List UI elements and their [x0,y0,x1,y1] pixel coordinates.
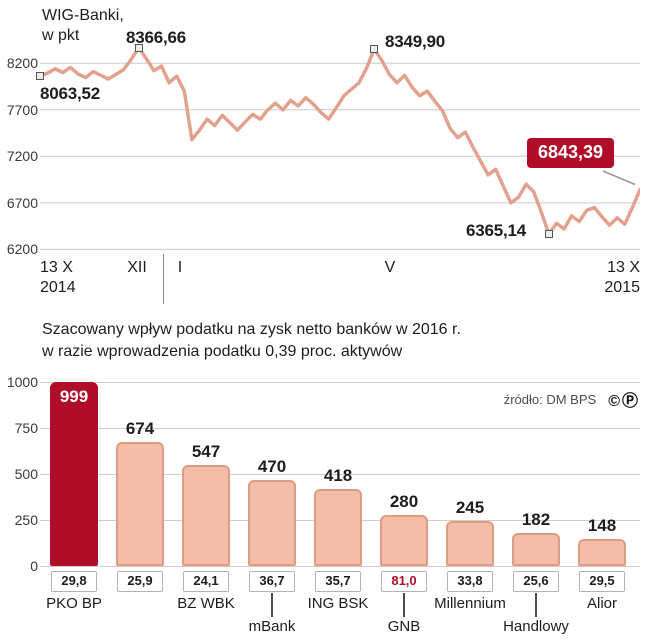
x-axis-tick-label: XII [102,258,172,278]
bar-chart-gridline [40,382,640,383]
x-axis-tick-line: 2015 [604,279,640,296]
x-axis-tick-label: 13 X 2014 [40,258,76,298]
x-axis-tick-label: I [145,258,215,278]
bank-name-label: ING BSK [307,595,369,612]
bank-label-tick [271,593,273,617]
source-row: źródło: DM BPS ©Ⓟ [504,387,640,411]
x-axis-tick-line: V [384,259,396,276]
bank-name-label: mBank [248,618,296,635]
impact-value-box: 24,1 [183,571,229,592]
line-chart-y-tick-label: 8200 [6,55,38,71]
bar-value-label: 547 [191,442,221,462]
bar-chart-y-tick-label: 1000 [6,374,38,390]
bar-chart-gridline [40,566,640,567]
bar-value-label: 470 [257,456,287,476]
bar-pko-bp [50,382,98,566]
line-chart-plot [40,39,640,255]
x-axis-tick-line: 13 X [607,259,640,276]
impact-value-box: 36,7 [249,571,295,592]
line-chart-title: WIG-Banki, w pkt [42,6,124,46]
impact-value-box: 33,8 [447,571,493,592]
x-axis-tick-line: I [177,259,183,276]
bar-value-label: 148 [587,515,617,535]
bar-chart-y-tick-label: 750 [14,420,38,436]
bank-name-label: Alior [586,595,617,612]
line-chart-y-tick-label: 7700 [6,102,38,118]
bar-mbank [248,479,296,566]
impact-value-box: 35,7 [315,571,361,592]
bar-chart-labels: 29,8 PKO BP 25,9 24,1 BZ WBK 36,7 mBank 35,7 ING… [0,566,647,640]
bank-label-tick [535,593,537,617]
x-axis-tick-label: 13 X 2015 [604,258,640,298]
bar-gnb [380,514,428,566]
bank-name-label: GNB [387,618,421,635]
impact-value-box: 29,8 [51,571,97,592]
x-axis-tick-line: 2014 [40,279,76,296]
bank-name-label: Handlowy [503,618,569,635]
line-chart-x-axis: 13 X 2014 XII I V 13 X 2015 [0,254,647,308]
line-chart-title-line2: w pkt [42,27,80,44]
wig-banki-price-line [40,45,640,236]
bank-name-label: Millennium [434,595,506,612]
badge-connector-line [602,170,636,186]
line-chart-y-tick-label: 6700 [6,195,38,211]
bar-unlabeled [116,442,164,566]
bar-value-label: 418 [323,466,353,486]
bank-name-label: BZ WBK [177,595,235,612]
line-chart-y-tick-label: 7200 [6,148,38,164]
bar-value-label: 999 [59,387,89,407]
bar-ing-bsk [314,489,362,566]
bank-name-label: PKO BP [46,595,102,612]
impact-value-box: 25,6 [513,571,559,592]
bar-chart-gridline [40,474,640,475]
bar-chart-title: Szacowany wpływ podatku na zysk netto ba… [42,319,461,363]
year-divider-line [163,254,164,304]
bar-bz-wbk [182,465,230,566]
bar-chart-gridline [40,428,640,429]
bar-alior [578,538,626,566]
wig-banki-line-plot [40,45,640,250]
bar-value-label: 280 [389,491,419,511]
x-axis-tick-label: V [355,258,425,278]
impact-value-box: 81,0 [381,571,427,592]
bar-handlowy [512,532,560,566]
bar-chart-title-line2: w razie wprowadzenia podatku 0,39 proc. … [42,343,403,360]
x-axis-tick-line: XII [127,259,147,276]
impact-value-box: 25,9 [117,571,163,592]
bar-value-label: 674 [125,419,155,438]
bar-chart-plot: 999 674 547 470 418 280 245 182 148 [40,382,640,567]
bar-chart-y-tick-label: 250 [14,512,38,528]
source-label: źródło: DM BPS [503,391,597,407]
copyright-publication-marks: ©Ⓟ [608,393,640,410]
x-axis-tick-line: 13 X [40,259,73,276]
line-chart-title-line1: WIG-Banki, [42,7,124,24]
bar-millennium [446,520,494,566]
bar-value-label: 245 [455,497,485,517]
bar-chart-title-line1: Szacowany wpływ podatku na zysk netto ba… [42,321,461,338]
bar-chart-y-tick-label: 500 [14,466,38,482]
bar-value-label: 182 [521,509,551,529]
bank-label-tick [403,593,405,617]
impact-value-box: 29,5 [579,571,625,592]
